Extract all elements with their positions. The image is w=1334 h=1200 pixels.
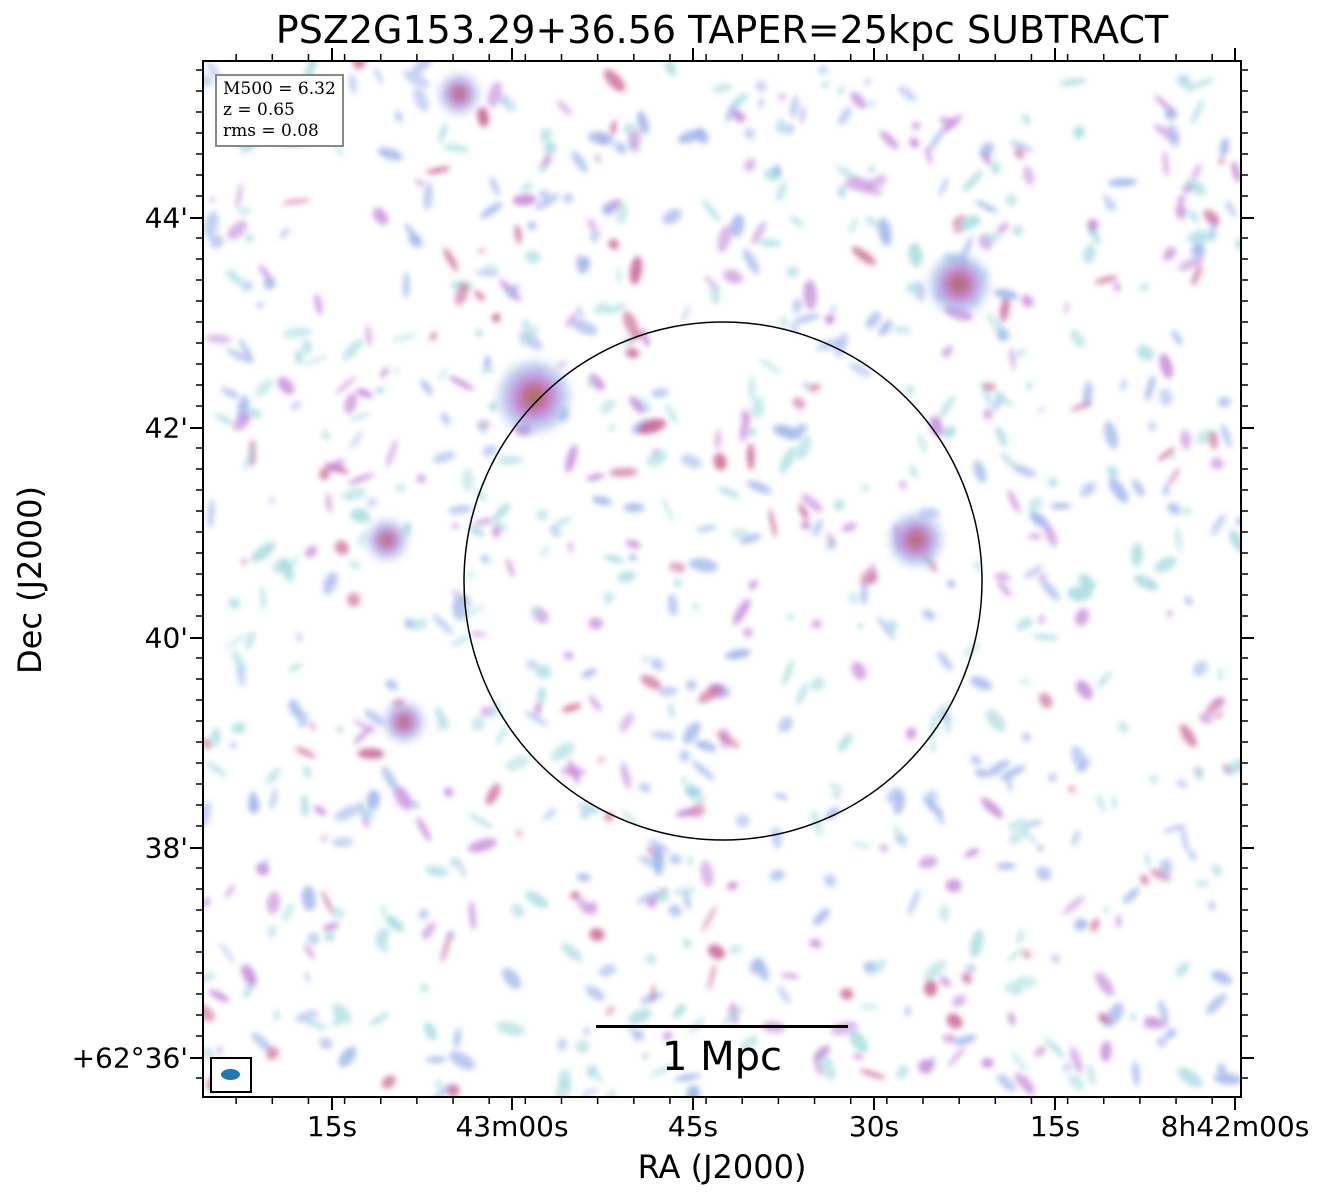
x-tick-label: 43m00s	[455, 1110, 569, 1143]
x-tick-label: 45s	[667, 1110, 719, 1143]
x-tick-label: 30s	[848, 1110, 900, 1143]
beam-box	[210, 1057, 252, 1093]
radio-map-panel	[202, 60, 1242, 1098]
y-tick-label: +62°36'	[71, 1041, 188, 1075]
x-tick-label: 8h42m00s	[1160, 1110, 1310, 1143]
radio-emission-map	[204, 62, 1240, 1096]
y-axis-label: Dec (J2000)	[11, 486, 49, 674]
scalebar-line	[596, 1025, 848, 1028]
y-tick-label: 40'	[144, 621, 188, 655]
y-tick-label: 42'	[144, 411, 188, 445]
cluster-info-box: M500 = 6.32 z = 0.65 rms = 0.08	[215, 74, 344, 147]
x-tick-label: 15s	[306, 1110, 358, 1143]
r500-circle	[463, 321, 983, 841]
beam-ellipse	[221, 1069, 240, 1080]
info-mass: M500 = 6.32	[223, 79, 336, 99]
scalebar-label: 1 Mpc	[661, 1034, 783, 1080]
x-axis-label: RA (J2000)	[637, 1148, 807, 1186]
info-redshift: z = 0.65	[223, 100, 295, 120]
y-tick-label: 44'	[144, 201, 188, 235]
figure-title: PSZ2G153.29+36.56 TAPER=25kpc SUBTRACT	[275, 8, 1169, 52]
x-tick-label: 15s	[1029, 1110, 1081, 1143]
y-tick-label: 38'	[144, 831, 188, 865]
info-rms: rms = 0.08	[223, 121, 319, 141]
